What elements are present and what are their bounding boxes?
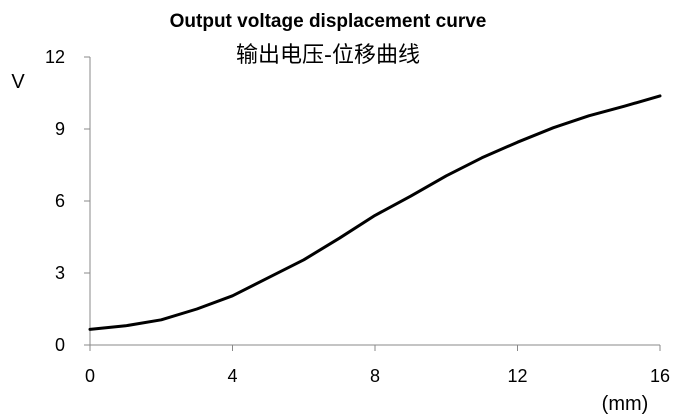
x-tick-label: 8 [370,366,380,386]
y-tick-label: 0 [55,335,65,355]
y-ticks: 0 3 6 9 12 [45,47,90,355]
y-axis-label: V [11,71,25,93]
y-tick-label: 6 [55,191,65,211]
y-tick-label: 3 [55,263,65,283]
y-tick-label: 9 [55,119,65,139]
chart-title: Output voltage displacement curve [170,11,487,32]
x-tick-label: 0 [85,366,95,386]
x-tick-label: 12 [507,366,527,386]
series-line [88,94,662,331]
x-axis-label: (mm) [602,393,649,415]
y-tick-label: 12 [45,47,65,67]
x-tick-label: 16 [650,366,670,386]
chart-subtitle: 输出电压-位移曲线 [236,43,420,68]
x-ticks: 0 4 8 12 16 [85,345,670,386]
x-tick-label: 4 [227,366,237,386]
